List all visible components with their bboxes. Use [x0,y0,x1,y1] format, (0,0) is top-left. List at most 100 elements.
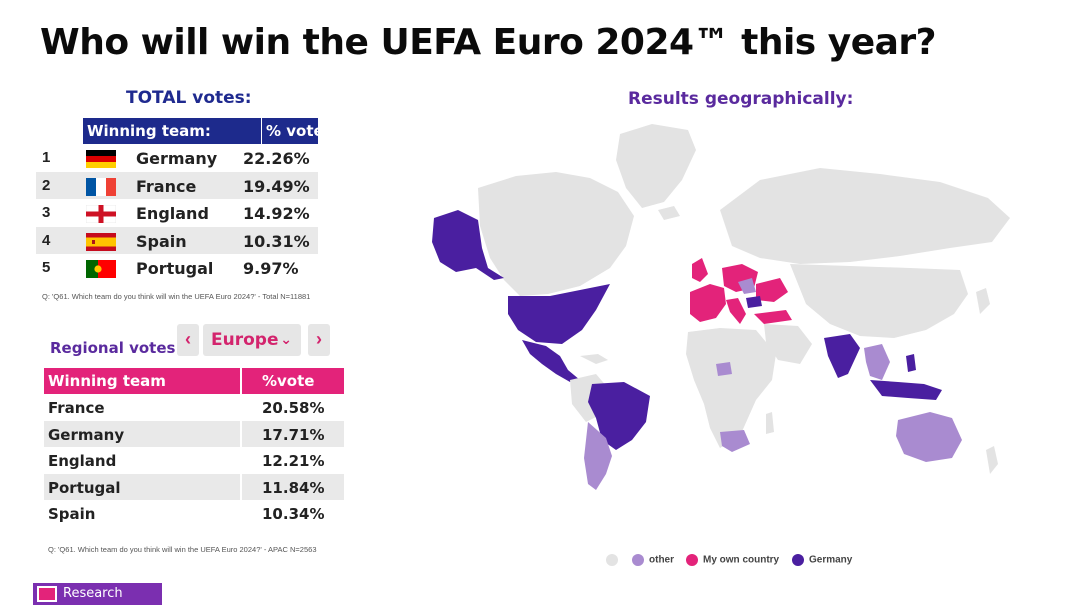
iceland-region [658,206,680,220]
legend-item: other [632,554,674,566]
chevron-down-icon: ⌄ [280,332,292,348]
madagascar-region [766,412,774,434]
regional-row: Portugal 11.84% [44,473,344,500]
caribbean-region [580,354,608,364]
column-divider [240,500,242,527]
regional-votes-footnote: Q: 'Q61. Which team do you think will wi… [48,545,317,554]
regional-row: England 12.21% [44,447,344,474]
regional-votes-label: Regional votes: [50,339,182,357]
pct-vote-header: %vote [262,372,315,390]
team-name: France [48,399,105,417]
vote-percent: 17.71% [262,425,325,444]
south-africa-region [720,430,750,452]
rank: 2 [42,176,51,194]
legend-label: other [649,554,674,566]
regional-row: Germany 17.71% [44,420,344,447]
team-name: Spain [48,505,96,523]
nigeria-region [716,362,732,376]
regional-votes-table: Winning team %vote France 20.58% Germany… [44,368,344,527]
legend-item: Germany [792,554,852,566]
romania-region [746,296,762,308]
argentina-region [584,422,612,490]
team-name: Portugal [136,259,214,278]
rank: 4 [42,231,51,249]
southeast-asia-region [864,344,890,380]
regional-votes-header: Winning team %vote [44,368,344,394]
alaska-region [432,210,504,280]
column-divider [240,420,242,447]
total-votes-heading: TOTAL votes: [126,88,252,108]
poland-region [738,278,756,294]
map-heading: Results geographically: [628,89,854,109]
legend-swatch [632,554,644,566]
legend-item: My own country [686,554,779,566]
canada-region [478,172,634,296]
team-name: England [136,204,209,223]
rank: 5 [42,259,51,276]
uk-region [692,258,708,282]
philippines-region [906,354,916,372]
vote-percent: 11.84% [262,478,325,497]
france-flag-icon [86,177,116,196]
world-results-map [432,124,1010,490]
vote-percent: 10.31% [243,231,310,251]
spain-flag-icon [86,232,116,251]
mexico-region [522,340,580,382]
total-row: 2 France 19.49% [36,171,318,199]
team-name: England [48,452,117,470]
legend-label: Germany [809,554,853,566]
total-votes-footnote: Q: 'Q61. Which team do you think will wi… [42,292,311,301]
australia-region [896,412,962,462]
india-region [824,334,860,378]
team-name: Germany [48,425,125,444]
vote-percent: 20.58% [262,399,325,417]
team-name: Germany [136,149,218,168]
total-votes-header: Winning team: % votes: [36,118,318,144]
rank: 1 [42,149,51,166]
next-region-button[interactable]: › [308,324,330,356]
total-row: 4 Spain 10.31% [36,226,318,254]
legend-item [606,554,623,566]
eastern-europe-region [756,278,788,302]
usa-region [508,284,610,344]
indonesia-region [870,380,942,400]
region-dropdown[interactable]: Europe ⌄ [203,324,301,356]
total-votes-table: Winning team: % votes: 1 Germany 22.26% … [36,118,318,282]
team-name: Spain [136,231,187,251]
vote-percent: 22.26% [243,149,310,168]
vote-percent: 9.97% [243,259,299,278]
brazil-region [588,382,650,450]
brand-label: Research [63,586,123,601]
previous-region-button[interactable]: ‹ [177,324,199,356]
team-name: France [136,176,197,196]
vote-percent: 12.21% [262,452,325,470]
vote-percent: 19.49% [243,176,310,196]
germany-flag-icon [86,150,116,168]
winning-team-header: Winning team [48,372,166,390]
region-dropdown-value: Europe [211,330,279,350]
regional-row: Spain 10.34% [44,500,344,527]
greenland-region [616,124,696,208]
column-divider [240,473,242,500]
legend-swatch [686,554,698,566]
rank: 3 [42,204,51,221]
brand-logo: Research [33,583,162,605]
africa-region [686,328,776,448]
russia-region [720,168,1010,264]
page-title: Who will win the UEFA Euro 2024™ this ye… [40,22,937,63]
winning-team-header: Winning team: [83,118,261,144]
vote-percent: 14.92% [243,204,310,223]
brand-mark-icon [37,586,57,602]
new-zealand-region [986,446,998,474]
legend-label: My own country [703,554,780,566]
total-row: 3 England 14.92% [36,199,318,227]
pct-votes-header: % votes: [262,118,318,144]
regional-row: France 20.58% [44,394,344,421]
japan-region [976,288,990,314]
team-name: Portugal [48,478,121,497]
england-flag-icon [86,205,116,223]
portugal-flag-icon [86,260,116,278]
column-divider [240,447,242,474]
column-divider [240,368,242,394]
total-row: 1 Germany 22.26% [36,144,318,172]
